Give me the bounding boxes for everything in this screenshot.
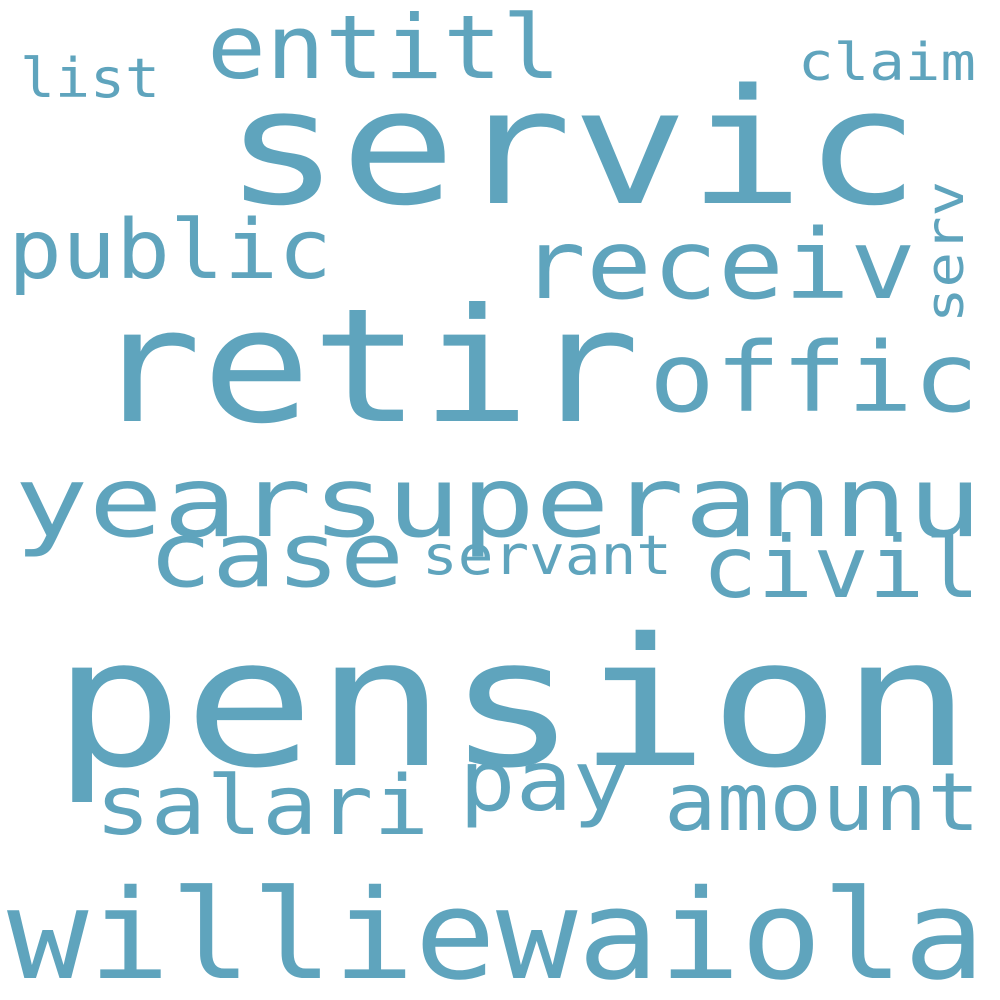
word-list: list	[20, 47, 160, 110]
word-public: public	[8, 203, 332, 298]
word-offic: offic	[649, 322, 979, 434]
word-pension: pension	[52, 600, 972, 807]
word-salari: salari	[95, 759, 429, 854]
word-pay: pay	[459, 732, 629, 830]
word-yearsuperannu: yearsuperannu	[14, 446, 982, 560]
word-claim: claim	[798, 33, 976, 93]
word-amount: amount	[664, 756, 980, 849]
word-servic: servic	[224, 54, 920, 241]
word-receiv: receiv	[520, 209, 916, 321]
word-entitl: entitl	[207, 0, 561, 99]
word-civil: civil	[702, 518, 980, 618]
word-retir: retir	[92, 275, 640, 459]
word-servant: servant	[422, 524, 672, 587]
word-serv: serv	[916, 181, 976, 323]
word-williewaiola: williewaiola	[7, 864, 985, 1000]
word-case: case	[148, 503, 404, 608]
